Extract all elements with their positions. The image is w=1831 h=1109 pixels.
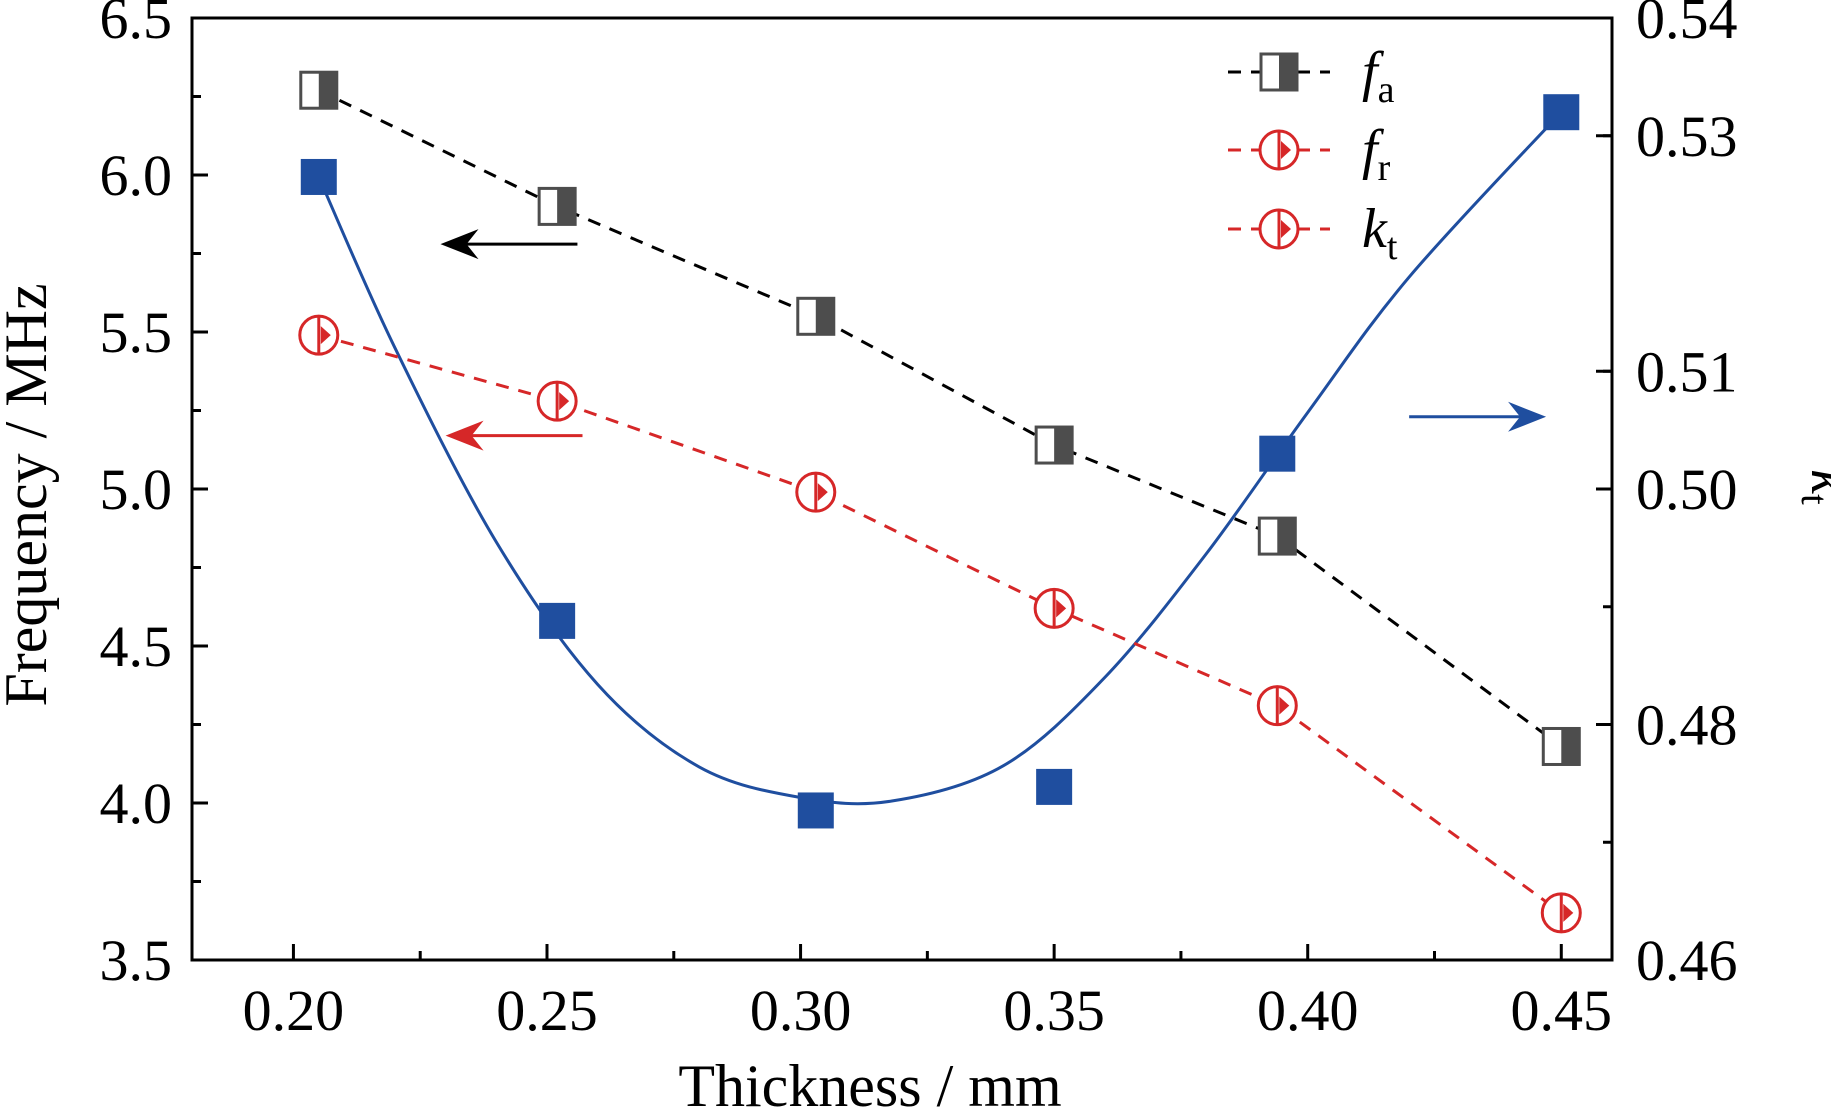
kt-point (1036, 768, 1073, 805)
fa-point (537, 186, 577, 226)
x-tick-label: 0.30 (750, 978, 852, 1043)
legend-marker (1258, 208, 1300, 250)
fr-point (1256, 685, 1298, 727)
kt-point (797, 792, 834, 829)
fr-point-fill (817, 483, 828, 502)
y-tick-label: 6.0 (100, 143, 173, 208)
fa-point-fill (557, 188, 576, 225)
y-tick-label: 4.5 (100, 614, 173, 679)
y-tick-label: 4.0 (100, 771, 173, 836)
fr-point (298, 314, 340, 356)
axis-arrows (440, 229, 1547, 451)
legend-label: kt (1362, 198, 1398, 268)
arrow-head (445, 420, 484, 451)
legend-marker-fill (1281, 141, 1291, 159)
fa-point-fill (1054, 427, 1073, 464)
fa-point-fill (318, 72, 337, 109)
fa-point (1257, 516, 1297, 556)
y-axis-ticks: 3.5 4.0 4.5 5.0 5.5 6.0 6.5 (100, 0, 208, 993)
y2-axis-title: kt (1793, 469, 1831, 505)
x-tick-label: 0.25 (496, 978, 598, 1043)
legend-label-main: k (1362, 198, 1388, 260)
x-tick-label: 0.35 (1003, 978, 1105, 1043)
legend-item-2: kt (1228, 198, 1398, 268)
y2-axis-title-main: k (1799, 469, 1831, 495)
fr-point (1540, 892, 1582, 934)
x-tick-label: 0.45 (1511, 978, 1613, 1043)
legend-marker (1259, 52, 1299, 92)
fr-point-fill (559, 392, 570, 411)
legend-marker (1258, 129, 1300, 171)
fa-point-fill (815, 298, 834, 335)
fa-point-fill (1561, 728, 1580, 765)
y2-tick-label: 0.50 (1636, 457, 1738, 522)
y2-tick-label: 0.53 (1636, 104, 1738, 169)
legend-label-sub: r (1378, 147, 1391, 189)
arrow-left-0 (440, 229, 578, 260)
arrow-head (1508, 401, 1547, 432)
fr-point-fill (320, 326, 331, 345)
fa-point-fill (1277, 518, 1296, 555)
legend-label: fr (1362, 119, 1391, 189)
plot-frame (190, 16, 1614, 962)
x-tick-label: 0.40 (1257, 978, 1359, 1043)
x-tick-label: 0.20 (243, 978, 345, 1043)
fr-point-fill (1056, 599, 1067, 618)
fa-point (1034, 425, 1074, 465)
y2-tick-label: 0.51 (1636, 339, 1738, 404)
legend: fa fr kt (1228, 41, 1398, 268)
arrow-left-1 (445, 420, 583, 451)
y2-tick-label: 0.54 (1636, 0, 1738, 51)
y-tick-label: 6.5 (100, 0, 173, 51)
series-layer (298, 70, 1582, 934)
fr-point-fill (1563, 903, 1574, 922)
kt-fit-line (317, 111, 1563, 806)
y-axis-title: Frequency / MHz (0, 283, 59, 706)
y2-tick-label: 0.46 (1636, 928, 1738, 993)
y-tick-label: 3.5 (100, 928, 173, 993)
kt-point (539, 602, 576, 639)
x-axis-title: Thickness / mm (678, 1053, 1061, 1109)
plot-border (190, 16, 1614, 962)
legend-label-sub: a (1378, 69, 1395, 111)
y-tick-label: 5.0 (100, 457, 173, 522)
y2-axis-title-sub: t (1793, 494, 1831, 505)
kt-point (300, 158, 337, 195)
fa-point (299, 70, 339, 110)
legend-marker-fill (1279, 54, 1297, 90)
y2-axis-ticks: 0.46 0.48 0.50 0.51 0.53 0.54 (1596, 0, 1738, 993)
legend-item-0: fa (1228, 41, 1395, 111)
kt-point (1259, 435, 1296, 472)
fr-point-fill (1279, 696, 1290, 715)
y2-tick-label: 0.48 (1636, 693, 1738, 758)
legend-label-sub: t (1387, 226, 1398, 268)
x-axis-ticks: 0.20 0.25 0.30 0.35 0.40 0.45 (243, 944, 1612, 1043)
arrow-right-2 (1409, 401, 1547, 432)
y-tick-label: 5.5 (100, 300, 173, 365)
legend-marker-fill (1281, 220, 1291, 238)
fa-point (796, 296, 836, 336)
legend-label: fa (1362, 41, 1395, 111)
fr-point (1033, 587, 1075, 629)
fa-series-line (318, 88, 1563, 748)
fr-point (536, 380, 578, 422)
kt-point (1543, 94, 1580, 131)
arrow-head (440, 229, 479, 260)
fr-series-line (318, 333, 1563, 915)
fr-point (795, 471, 837, 513)
fa-point (1541, 726, 1581, 766)
legend-item-1: fr (1228, 119, 1391, 189)
